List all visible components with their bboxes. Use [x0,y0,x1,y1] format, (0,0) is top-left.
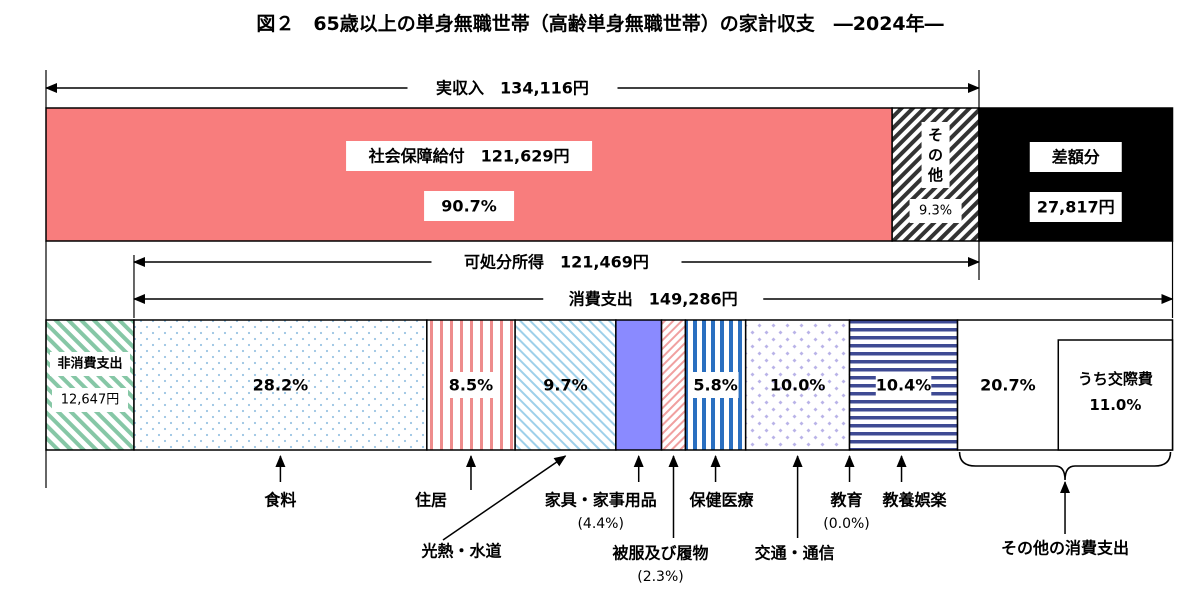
pct-clothing: (2.3%) [637,569,684,585]
label-food: 食料 [263,491,296,510]
non-consumption-label-box [49,352,130,376]
social-security-label: 社会保障給付 121,629円 [368,147,570,166]
expense-pct-utilities: 9.7% [543,376,587,395]
other-income-pct-box [909,199,962,223]
expense-pct-medical: 5.8% [693,376,737,395]
label-transport: 交通・通信 [755,544,835,563]
non-consumption-bar [45,319,135,451]
expense-pct-housing: 8.5% [449,376,493,395]
non-consumption-value-box [51,388,128,412]
label-medical: 保健医療 [689,491,755,510]
disposable-income-arrow-label: 可処分所得 121,469円 [464,253,649,272]
pct-education: (0.0%) [823,516,870,532]
other-income-label-box [921,122,950,188]
expense-pct-box-medical [692,372,739,398]
social-security-bar [45,107,893,242]
expense-pct-box-recreation [875,372,932,398]
other-income-label-char: そ [928,126,943,144]
expense-bar-clothing [660,319,687,451]
expense-pct-food: 28.2% [253,376,309,395]
deficit-value: 27,817円 [1037,198,1115,217]
other-consumption-brace [958,451,1172,481]
label-furniture: 家具・家事用品 [545,491,657,510]
label-clothing: 被服及び履物 [612,544,708,563]
other-income-label-char: の [928,146,943,164]
expense-bar-recreation [848,319,959,451]
social-security-pct-box [424,191,515,221]
consumption-arrow-label: 消費支出 149,286円 [569,290,738,309]
expense-pct-other: 20.7% [980,376,1036,395]
text-layer: 図２ 65歳以上の単身無職世帯（高齢単身無職世帯）の家計収支 ―2024年― 実収… [49,12,1153,585]
bars-layer [45,107,1174,451]
non-consumption-label: 非消費支出 [57,356,122,372]
deficit-label: 差額分 [1052,148,1100,167]
entertainment-sub-label: うち交際費 [1078,370,1153,388]
expense-pct-recreation: 10.4% [876,376,932,395]
label-housing: 住居 [415,491,447,510]
label-utilities: 光熱・水道 [420,542,501,561]
chart-title: 図２ 65歳以上の単身無職世帯（高齢単身無職世帯）の家計収支 ―2024年― [256,12,943,35]
arrow-utilities [442,455,567,541]
other-income-pct: 9.3% [919,204,952,219]
deficit-label-box [1029,142,1122,172]
expense-bar-food [133,319,428,451]
income-total-arrow-label: 実収入 134,116円 [436,79,589,98]
entertainment-sub-pct: 11.0% [1089,396,1141,414]
pct-furniture: (4.4%) [577,516,624,532]
social-security-label-box [346,141,593,171]
expense-pct-box-housing [447,372,494,398]
label-recreation: 教養娯楽 [883,491,948,510]
expense-bar-utilities [514,319,617,451]
expense-bar-transport [744,319,851,451]
non-consumption-value: 12,647円 [61,393,120,408]
expense-pct-transport: 10.0% [770,376,826,395]
deficit-value-box [1029,192,1122,222]
other-income-label-char: 他 [927,166,943,184]
entertainment-sub-bar [1057,339,1174,451]
label-education: 教育 [831,491,863,510]
label-other: その他の消費支出 [1001,539,1129,558]
social-security-pct: 90.7% [441,197,497,216]
lines-layer [45,70,1174,541]
expense-bar-furniture [615,319,663,451]
